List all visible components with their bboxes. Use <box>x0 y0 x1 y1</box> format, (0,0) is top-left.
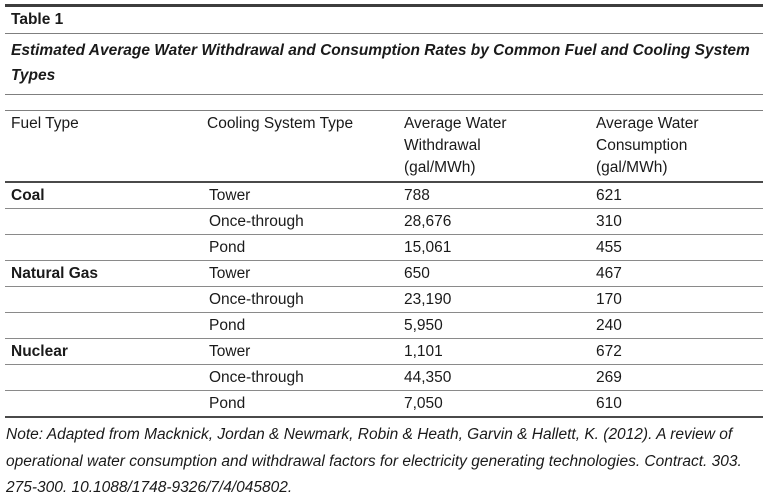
header-cooling-system-type: Cooling System Type <box>207 115 354 132</box>
cooling-type-cell: Tower <box>209 343 251 360</box>
fuel-type-cell: Coal <box>11 187 45 204</box>
withdrawal-cell: 1,101 <box>404 343 443 360</box>
table-number-label: Table 1 <box>5 4 763 34</box>
consumption-cell: 467 <box>596 265 622 282</box>
cooling-type-cell: Once-through <box>209 213 304 230</box>
table-row: Nuclear Tower 1,101 672 <box>5 339 763 365</box>
header-consumption-unit: (gal/MWh) <box>596 159 668 176</box>
table-row: Coal Tower 788 621 <box>5 182 763 209</box>
header-avg-water-withdrawal: Average Water Withdrawal (gal/MWh) <box>395 111 587 183</box>
consumption-cell: 672 <box>596 343 622 360</box>
table-row: Once-through 44,350 269 <box>5 365 763 391</box>
cooling-type-cell: Tower <box>209 187 251 204</box>
fuel-type-cell: Natural Gas <box>11 265 99 282</box>
fuel-type-cell <box>5 209 201 235</box>
header-withdrawal-unit: (gal/MWh) <box>404 159 476 176</box>
withdrawal-cell: 15,061 <box>404 239 452 256</box>
consumption-cell: 610 <box>596 395 622 412</box>
fuel-type-cell <box>5 287 201 313</box>
table-row: Pond 5,950 240 <box>5 313 763 339</box>
consumption-cell: 455 <box>596 239 622 256</box>
withdrawal-cell: 23,190 <box>404 291 452 308</box>
table-source-note: Note: Adapted from Macknick, Jordan & Ne… <box>6 426 742 496</box>
cooling-type-cell: Once-through <box>209 291 304 308</box>
consumption-cell: 621 <box>596 187 622 204</box>
withdrawal-cell: 7,050 <box>404 395 443 412</box>
table-header-row: Fuel Type Cooling System Type Average Wa… <box>5 110 763 183</box>
spacer <box>5 95 763 110</box>
consumption-cell: 269 <box>596 369 622 386</box>
water-rates-table: Fuel Type Cooling System Type Average Wa… <box>5 110 763 418</box>
consumption-cell: 170 <box>596 291 622 308</box>
table-row: Pond 15,061 455 <box>5 235 763 261</box>
consumption-cell: 310 <box>596 213 622 230</box>
fuel-type-cell <box>5 365 201 391</box>
withdrawal-cell: 650 <box>404 265 430 282</box>
withdrawal-cell: 788 <box>404 187 430 204</box>
cooling-type-cell: Pond <box>209 395 246 412</box>
fuel-type-cell <box>5 235 201 261</box>
cooling-type-cell: Tower <box>209 265 251 282</box>
fuel-type-cell <box>5 391 201 418</box>
withdrawal-cell: 44,350 <box>404 369 452 386</box>
table-row: Once-through 28,676 310 <box>5 209 763 235</box>
withdrawal-cell: 28,676 <box>404 213 452 230</box>
cooling-type-cell: Pond <box>209 317 246 334</box>
cooling-type-cell: Once-through <box>209 369 304 386</box>
table-title: Estimated Average Water Withdrawal and C… <box>5 34 763 95</box>
fuel-type-cell: Nuclear <box>11 343 68 360</box>
consumption-cell: 240 <box>596 317 622 334</box>
fuel-type-cell <box>5 313 201 339</box>
table-row: Pond 7,050 610 <box>5 391 763 418</box>
table-row: Once-through 23,190 170 <box>5 287 763 313</box>
table-row: Natural Gas Tower 650 467 <box>5 261 763 287</box>
header-avg-water-consumption: Average Water Consumption (gal/MWh) <box>587 111 763 183</box>
withdrawal-cell: 5,950 <box>404 317 443 334</box>
cooling-type-cell: Pond <box>209 239 246 256</box>
header-fuel-type: Fuel Type <box>11 115 79 132</box>
